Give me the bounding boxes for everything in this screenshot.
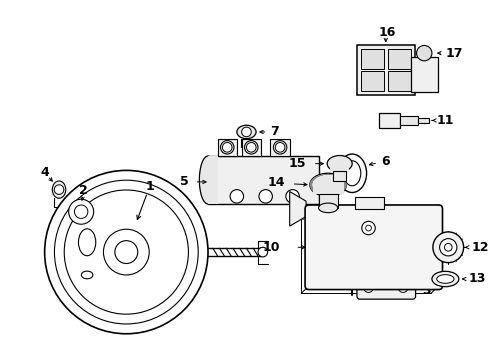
Ellipse shape bbox=[431, 271, 458, 287]
Circle shape bbox=[444, 243, 451, 251]
Bar bbox=[360, 71, 383, 91]
Ellipse shape bbox=[436, 275, 453, 283]
Circle shape bbox=[332, 238, 351, 257]
Circle shape bbox=[115, 240, 138, 264]
Circle shape bbox=[222, 143, 232, 152]
Bar bbox=[312, 181, 343, 194]
Ellipse shape bbox=[424, 58, 435, 68]
Bar bbox=[356, 45, 414, 95]
Circle shape bbox=[398, 260, 407, 269]
Circle shape bbox=[241, 127, 251, 137]
Bar bbox=[241, 139, 260, 156]
Ellipse shape bbox=[309, 173, 346, 196]
Bar bbox=[270, 139, 289, 156]
Text: 3: 3 bbox=[422, 284, 430, 297]
Circle shape bbox=[258, 247, 267, 257]
Ellipse shape bbox=[326, 156, 351, 172]
Circle shape bbox=[432, 232, 463, 263]
Ellipse shape bbox=[236, 125, 256, 139]
Ellipse shape bbox=[244, 141, 258, 154]
Circle shape bbox=[74, 205, 88, 219]
Text: 2: 2 bbox=[79, 184, 87, 197]
Text: 4: 4 bbox=[40, 166, 49, 179]
Circle shape bbox=[54, 180, 198, 324]
Bar bbox=[387, 49, 410, 68]
Text: 5: 5 bbox=[180, 175, 188, 188]
Bar bbox=[399, 116, 417, 125]
Text: 6: 6 bbox=[380, 155, 389, 168]
Bar bbox=[332, 219, 390, 257]
Ellipse shape bbox=[78, 229, 96, 256]
Bar bbox=[417, 117, 428, 123]
Ellipse shape bbox=[81, 271, 93, 279]
Ellipse shape bbox=[220, 141, 233, 154]
Text: 17: 17 bbox=[445, 47, 462, 60]
FancyBboxPatch shape bbox=[305, 205, 442, 289]
Circle shape bbox=[370, 238, 390, 257]
Text: 12: 12 bbox=[470, 241, 488, 254]
Ellipse shape bbox=[374, 267, 396, 285]
Ellipse shape bbox=[52, 181, 66, 198]
Circle shape bbox=[356, 223, 366, 233]
Circle shape bbox=[285, 190, 299, 203]
Circle shape bbox=[103, 229, 149, 275]
Circle shape bbox=[64, 190, 188, 314]
Circle shape bbox=[337, 243, 346, 252]
Bar bbox=[207, 156, 318, 204]
Ellipse shape bbox=[318, 203, 337, 213]
Text: 9: 9 bbox=[318, 202, 326, 215]
Circle shape bbox=[275, 143, 285, 152]
Text: 7: 7 bbox=[270, 125, 279, 139]
Ellipse shape bbox=[337, 154, 366, 193]
Ellipse shape bbox=[199, 156, 216, 204]
Circle shape bbox=[246, 143, 256, 152]
Bar bbox=[217, 139, 236, 156]
Circle shape bbox=[230, 190, 243, 203]
Text: 1: 1 bbox=[146, 180, 154, 193]
Circle shape bbox=[356, 243, 366, 252]
Text: 8: 8 bbox=[399, 231, 408, 244]
Circle shape bbox=[351, 238, 370, 257]
Bar bbox=[329, 161, 348, 172]
Circle shape bbox=[351, 219, 370, 238]
Ellipse shape bbox=[343, 161, 360, 186]
Circle shape bbox=[375, 243, 385, 252]
Circle shape bbox=[54, 185, 64, 194]
Text: 13: 13 bbox=[468, 273, 485, 285]
FancyBboxPatch shape bbox=[356, 253, 415, 299]
Circle shape bbox=[337, 223, 346, 233]
Circle shape bbox=[370, 219, 390, 238]
Bar bbox=[332, 171, 346, 181]
Circle shape bbox=[68, 199, 94, 224]
Text: 15: 15 bbox=[288, 157, 305, 170]
Circle shape bbox=[365, 225, 370, 231]
Bar bbox=[410, 57, 437, 91]
Circle shape bbox=[332, 219, 351, 238]
Ellipse shape bbox=[273, 141, 286, 154]
Circle shape bbox=[398, 283, 407, 292]
Text: 11: 11 bbox=[436, 114, 453, 127]
Text: 16: 16 bbox=[378, 26, 396, 39]
Circle shape bbox=[375, 223, 385, 233]
Circle shape bbox=[439, 239, 456, 256]
Bar bbox=[318, 194, 337, 208]
Polygon shape bbox=[289, 192, 305, 226]
Bar bbox=[378, 113, 399, 128]
Circle shape bbox=[259, 190, 272, 203]
Text: 10: 10 bbox=[262, 241, 280, 254]
Bar bbox=[387, 71, 410, 91]
Circle shape bbox=[44, 170, 207, 334]
Bar bbox=[360, 49, 383, 68]
Circle shape bbox=[363, 283, 372, 292]
Bar bbox=[354, 197, 383, 209]
Circle shape bbox=[361, 221, 374, 235]
Circle shape bbox=[416, 45, 431, 61]
Circle shape bbox=[363, 260, 372, 269]
Text: 14: 14 bbox=[267, 176, 285, 189]
Bar bbox=[207, 156, 217, 204]
